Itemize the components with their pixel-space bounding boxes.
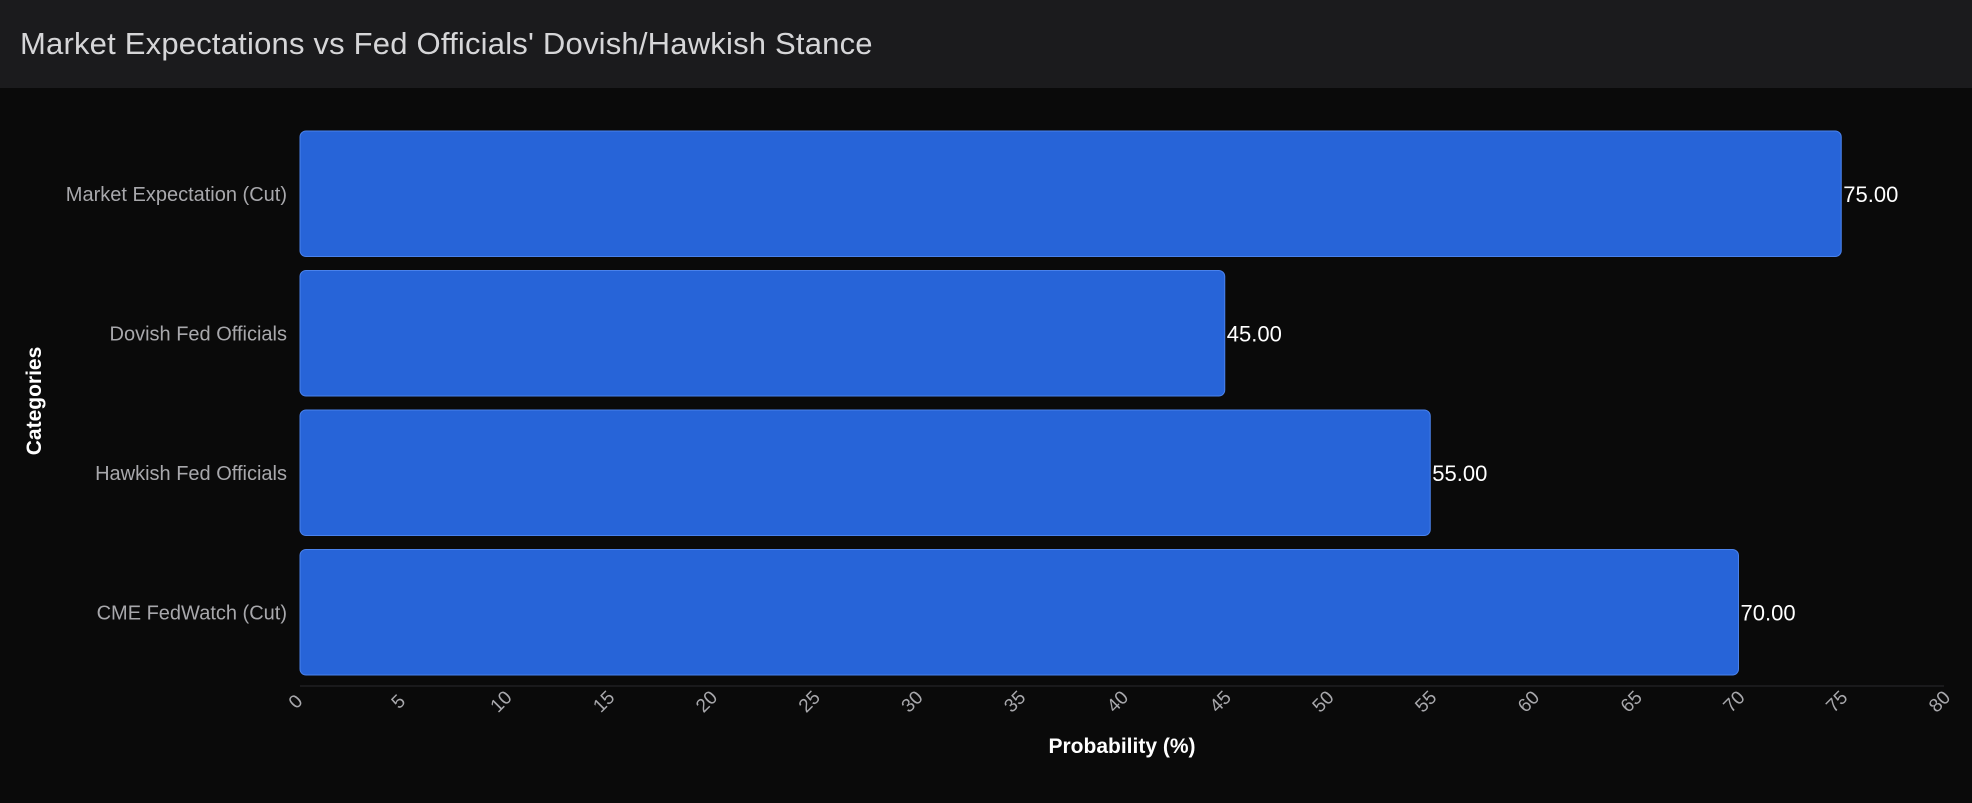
x-tick-label: 35 bbox=[1000, 687, 1030, 717]
bar-value-label: 75.00 bbox=[1843, 182, 1898, 207]
bar-chart: 75.00 45.00 55.00 70.00 Market Expectation … bbox=[0, 88, 1972, 798]
chart-title: Market Expectations vs Fed Officials' Do… bbox=[20, 26, 873, 62]
bar bbox=[300, 549, 1739, 675]
x-tick-label: 60 bbox=[1514, 687, 1544, 717]
x-tick-labels: 0 5 10 15 20 25 30 35 40 45 50 55 60 65 70 75 80 bbox=[285, 687, 1955, 717]
bar-value-label: 70.00 bbox=[1741, 600, 1796, 625]
x-tick-label: 80 bbox=[1925, 687, 1955, 717]
x-tick-label: 65 bbox=[1617, 687, 1647, 717]
x-tick-label: 15 bbox=[589, 687, 619, 717]
bar bbox=[300, 410, 1430, 536]
y-axis-title: Categories bbox=[23, 347, 46, 456]
y-category-labels: Market Expectation (Cut) Dovish Fed Offic… bbox=[66, 184, 287, 625]
bar bbox=[300, 270, 1225, 396]
x-tick-label: 75 bbox=[1822, 687, 1852, 717]
chart-header: Market Expectations vs Fed Officials' Do… bbox=[0, 0, 1972, 88]
bar bbox=[300, 131, 1841, 257]
x-tick-label: 0 bbox=[285, 691, 307, 713]
x-tick-label: 30 bbox=[898, 687, 928, 717]
x-tick-label: 25 bbox=[795, 687, 825, 717]
x-tick-label: 45 bbox=[1206, 687, 1236, 717]
x-tick-label: 70 bbox=[1720, 687, 1750, 717]
x-tick-label: 5 bbox=[388, 691, 410, 713]
y-category-label: Hawkish Fed Officials bbox=[95, 463, 287, 485]
x-tick-label: 10 bbox=[487, 687, 517, 717]
x-axis-title: Probability (%) bbox=[1048, 735, 1195, 758]
y-category-label: Dovish Fed Officials bbox=[110, 323, 287, 345]
bars-layer bbox=[300, 131, 1841, 675]
x-tick-label: 55 bbox=[1411, 687, 1441, 717]
x-tick-label: 40 bbox=[1103, 687, 1133, 717]
bar-value-label: 45.00 bbox=[1227, 321, 1282, 346]
x-tick-label: 50 bbox=[1309, 687, 1339, 717]
bar-value-label: 55.00 bbox=[1432, 461, 1487, 486]
y-category-label: CME FedWatch (Cut) bbox=[97, 602, 287, 624]
chart-area: 75.00 45.00 55.00 70.00 Market Expectation … bbox=[0, 88, 1972, 798]
y-category-label: Market Expectation (Cut) bbox=[66, 184, 287, 206]
x-tick-label: 20 bbox=[692, 687, 722, 717]
